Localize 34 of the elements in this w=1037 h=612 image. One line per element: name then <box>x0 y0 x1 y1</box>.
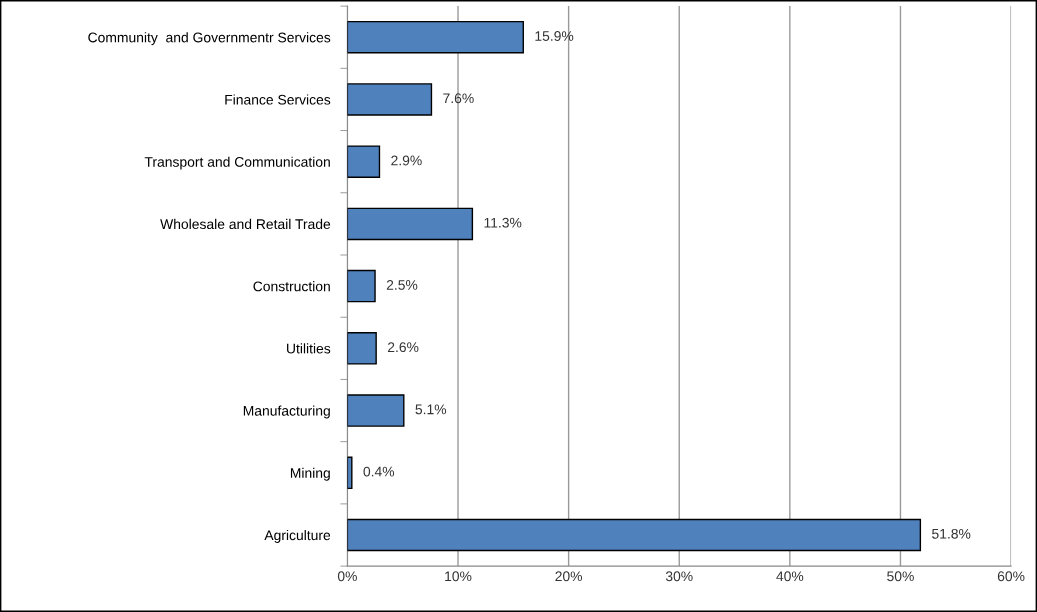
y-tick-label: Manufacturing <box>243 405 330 419</box>
bar <box>347 207 474 241</box>
bar <box>347 20 524 54</box>
x-tick-label: 50% <box>887 571 914 582</box>
y-tick-label: Finance Services <box>225 94 331 105</box>
bar <box>347 456 353 490</box>
x-tick-label: 10% <box>445 571 472 582</box>
y-tick-label: Mining <box>290 467 330 481</box>
x-tick-label: 20% <box>555 571 583 582</box>
data-label: 2.6% <box>387 342 419 353</box>
y-tick-label: Transport and Communication <box>144 156 330 170</box>
bar <box>347 83 433 116</box>
x-tick-label: 60% <box>997 571 1025 582</box>
data-label: 2.5% <box>386 280 418 290</box>
data-label: 5.1% <box>415 404 447 415</box>
y-tick-label: Community and Governmentr Services <box>88 32 331 46</box>
bar <box>347 518 922 552</box>
data-label: 51.8% <box>932 528 971 539</box>
bar <box>347 394 405 427</box>
y-tick-label: Wholesale and Retail Trade <box>160 218 331 230</box>
data-label: 7.6% <box>443 93 474 104</box>
bar <box>347 269 376 303</box>
data-label: 15.9% <box>535 31 574 41</box>
y-tick-label: Agriculture <box>264 529 331 543</box>
bar <box>347 332 377 365</box>
x-tick-label: 0% <box>337 571 357 582</box>
x-tick-label: 40% <box>776 571 804 582</box>
x-tick-label: 30% <box>665 571 693 582</box>
y-tick-label: Construction <box>253 281 330 292</box>
data-label: 11.3% <box>484 217 522 228</box>
bar <box>347 145 381 178</box>
data-label: 0.4% <box>363 466 395 477</box>
data-label: 2.9% <box>391 155 422 166</box>
y-tick-label: Utilities <box>287 343 331 354</box>
